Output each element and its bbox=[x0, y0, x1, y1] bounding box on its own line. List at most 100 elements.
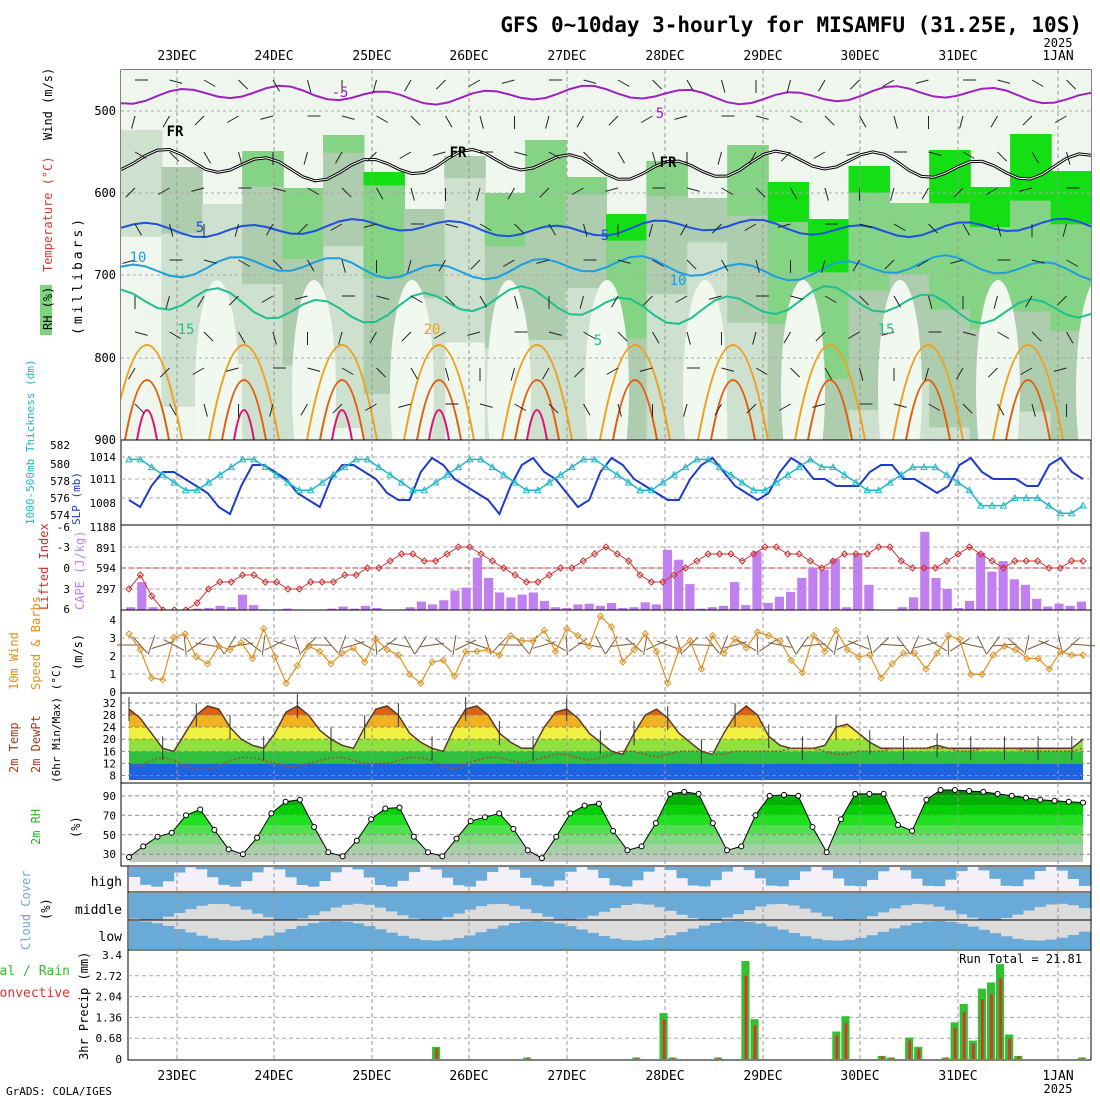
wind-barb bbox=[959, 115, 964, 129]
wind-speed-point bbox=[574, 631, 582, 640]
isotherm-20 bbox=[208, 344, 280, 440]
rh-point bbox=[610, 827, 617, 834]
wind-barb-10m bbox=[816, 637, 834, 653]
cloud-mid-bar bbox=[520, 893, 532, 910]
wind-barb bbox=[985, 187, 998, 195]
cape-bar bbox=[204, 607, 214, 610]
cloud-mid-bar bbox=[218, 893, 231, 905]
thickness-point bbox=[988, 501, 996, 509]
cloud-mid-bar bbox=[877, 893, 890, 913]
top-date-label: 30DEC bbox=[840, 49, 879, 64]
isotherm-25 bbox=[710, 379, 756, 440]
wind-speed-point bbox=[933, 649, 941, 657]
precip-convective-bar bbox=[1081, 1057, 1084, 1059]
wind-speed-point bbox=[136, 646, 144, 654]
cape-bar bbox=[819, 569, 829, 610]
wind-barb bbox=[997, 151, 1008, 162]
cloud-unit: (%) bbox=[39, 898, 53, 920]
bottom-date-label: 28DEC bbox=[645, 1069, 684, 1084]
top-date-axis: 23DEC 24DEC 25DEC 26DEC 27DEC 28DEC 29DEC 30DEC… bbox=[157, 49, 1073, 64]
thickness-point bbox=[1011, 493, 1019, 501]
li-point bbox=[1079, 557, 1087, 565]
precip-tick-label: 2.04 bbox=[96, 991, 123, 1004]
cloud-low-bar bbox=[184, 932, 197, 949]
cloud-mid-bar bbox=[900, 893, 912, 906]
rh-point bbox=[353, 837, 360, 844]
low-rh-column bbox=[683, 280, 727, 440]
wind-barb bbox=[539, 187, 550, 198]
cloud-high-bar bbox=[609, 867, 622, 886]
slp-tick-label: 1011 bbox=[90, 473, 117, 486]
cloud-high-bar bbox=[140, 867, 152, 885]
wind-barb bbox=[611, 295, 619, 308]
cloud-high-bar bbox=[520, 867, 532, 878]
cape-bar bbox=[685, 584, 695, 610]
li-point bbox=[795, 550, 803, 558]
rh-point bbox=[866, 790, 873, 797]
temp-line bbox=[128, 705, 1084, 756]
cloud-low-bar bbox=[732, 921, 745, 949]
thickness-point bbox=[920, 463, 928, 471]
wind-speed-point bbox=[551, 647, 560, 656]
wind-barb-10m bbox=[595, 635, 606, 655]
rh-point bbox=[894, 822, 901, 828]
rh-point bbox=[254, 834, 261, 841]
cloud-low-bar bbox=[620, 940, 633, 949]
li-point bbox=[420, 557, 428, 565]
cloud-high-bar bbox=[229, 867, 242, 887]
wind-barb bbox=[479, 223, 492, 231]
wind-speed-point bbox=[259, 624, 268, 633]
thickness-point bbox=[147, 463, 156, 471]
li-point bbox=[125, 585, 133, 593]
li-point bbox=[613, 550, 622, 558]
wind-speed-point bbox=[383, 646, 391, 654]
wind-barb bbox=[846, 151, 860, 156]
precip-convective-bar bbox=[908, 1040, 911, 1059]
rh-point bbox=[567, 810, 574, 817]
cape-bar bbox=[797, 577, 807, 610]
wind-barb bbox=[711, 223, 722, 234]
wind-barb bbox=[128, 367, 136, 380]
cloud-high-bar bbox=[844, 867, 856, 886]
cloud-low-bar bbox=[765, 926, 778, 949]
rh-point bbox=[795, 792, 802, 799]
cloud-mid-bar bbox=[453, 893, 465, 914]
bottom-date-label: 26DEC bbox=[449, 1069, 488, 1084]
cloud-high-bar bbox=[911, 867, 923, 879]
cape-bar bbox=[987, 571, 997, 610]
wind-barb-10m bbox=[434, 637, 453, 653]
li-point bbox=[341, 571, 349, 579]
rh-tick-label: 90 bbox=[103, 790, 116, 803]
wind-barb bbox=[203, 151, 211, 164]
rh-point bbox=[966, 788, 973, 794]
top-date-label: 29DEC bbox=[743, 49, 782, 64]
wind-barb bbox=[997, 403, 1005, 416]
bottom-date-label: 30DEC bbox=[840, 1069, 879, 1084]
li-point bbox=[295, 585, 304, 593]
thickness-point bbox=[761, 486, 769, 494]
thickness-point bbox=[897, 470, 906, 478]
temp-ylabel-3: (6hr Min/Max) (°C) bbox=[50, 664, 63, 783]
rh-point bbox=[1037, 796, 1044, 803]
wind-barb bbox=[893, 115, 898, 129]
cloud-mid-bar bbox=[207, 893, 219, 904]
wind-barb bbox=[640, 115, 653, 123]
cloud-mid-bar bbox=[833, 893, 845, 920]
thickness-tick-label: 574 bbox=[50, 509, 70, 522]
wind-barb bbox=[372, 79, 377, 93]
wind-barb bbox=[746, 403, 757, 414]
wind-speed-point bbox=[922, 665, 930, 673]
li-point bbox=[647, 578, 656, 586]
slp-tick-label: 1014 bbox=[90, 451, 117, 464]
cloud-high-bar bbox=[933, 867, 946, 887]
cloud-low-bar bbox=[654, 938, 666, 949]
rh-point bbox=[695, 790, 702, 797]
wind-barb bbox=[169, 151, 180, 162]
cloud-mid-bar bbox=[486, 893, 499, 905]
cloud-label-middle: middle bbox=[75, 903, 122, 918]
wind-barb bbox=[479, 295, 487, 308]
cloud-high-bar bbox=[1023, 867, 1035, 880]
isotherm-20 bbox=[992, 344, 1064, 440]
cape-bar bbox=[495, 592, 505, 610]
